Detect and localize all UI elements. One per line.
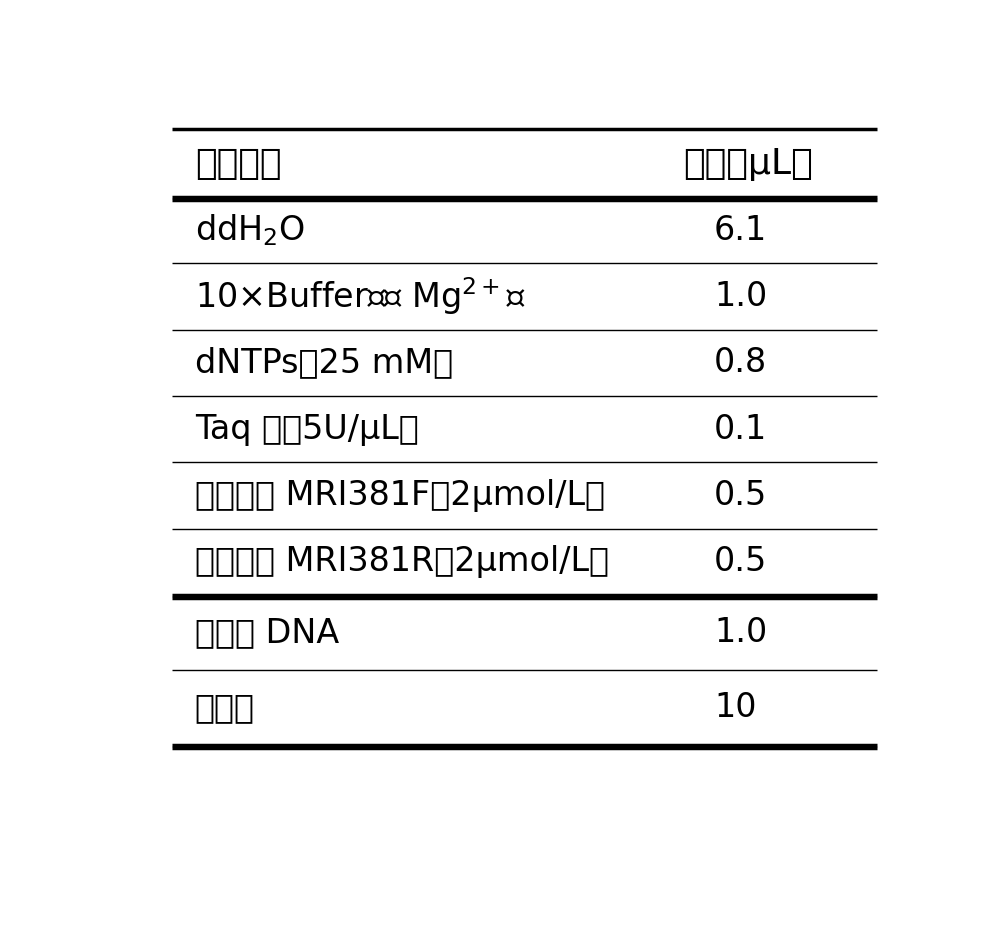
Text: 上游引物 MRI381F（2μmol/L）: 上游引物 MRI381F（2μmol/L） — [195, 479, 605, 512]
Text: 0.5: 0.5 — [714, 545, 767, 578]
Text: 下游引物 MRI381R（2μmol/L）: 下游引物 MRI381R（2μmol/L） — [195, 545, 609, 578]
Text: ddH$_2$O: ddH$_2$O — [195, 212, 305, 248]
Text: 10: 10 — [714, 692, 757, 724]
Text: 10×Buffer（含 Mg$^{2+}$）: 10×Buffer（含 Mg$^{2+}$） — [195, 275, 525, 317]
Text: 1.0: 1.0 — [714, 280, 767, 313]
Text: 总体积: 总体积 — [195, 692, 255, 724]
Text: 试剂名称: 试剂名称 — [195, 147, 281, 182]
Text: 0.1: 0.1 — [714, 413, 767, 446]
Text: 基因组 DNA: 基因组 DNA — [195, 616, 339, 649]
Text: 1.0: 1.0 — [714, 616, 767, 649]
Text: dNTPs（25 mM）: dNTPs（25 mM） — [195, 347, 453, 379]
Text: 体积（μL）: 体积（μL） — [683, 147, 813, 182]
Text: Taq 酶（5U/μL）: Taq 酶（5U/μL） — [195, 413, 418, 446]
Text: 0.8: 0.8 — [714, 347, 767, 379]
Text: 6.1: 6.1 — [714, 213, 767, 247]
Text: 0.5: 0.5 — [714, 479, 767, 512]
